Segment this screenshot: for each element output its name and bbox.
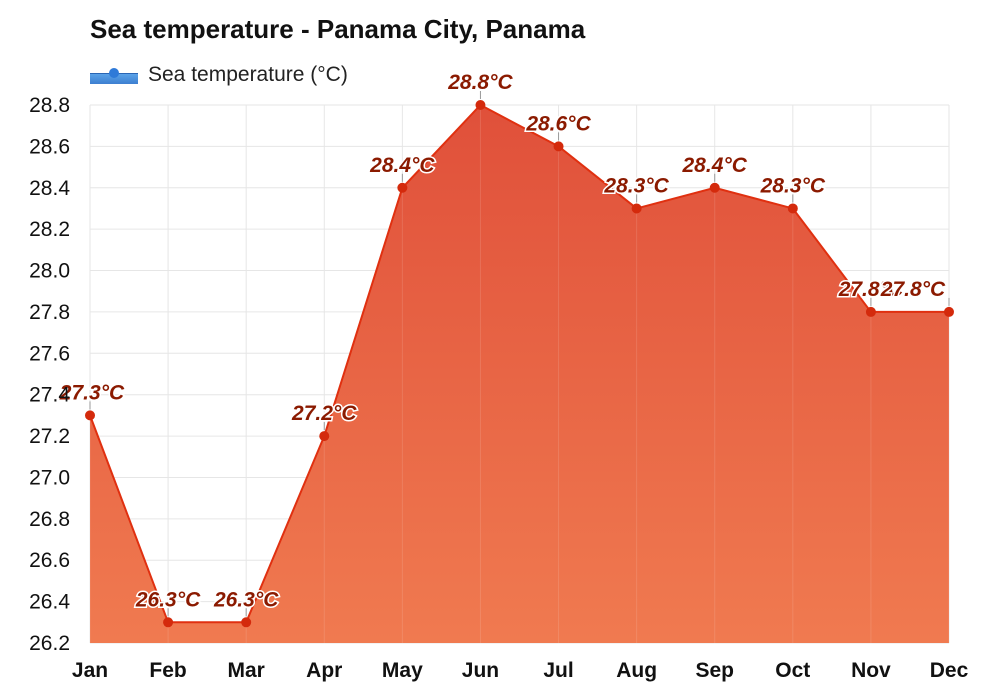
- x-tick-label-feb: Feb: [149, 659, 186, 682]
- y-tick-label: 26.2: [29, 632, 70, 655]
- data-point-sep[interactable]: [709, 182, 720, 193]
- x-tick-label-nov: Nov: [851, 659, 891, 682]
- x-tick-label-may: May: [382, 659, 423, 682]
- y-tick-label: 28.2: [29, 218, 70, 241]
- data-label-aug: 28.3°C: [603, 174, 669, 197]
- data-point-aug[interactable]: [631, 203, 642, 214]
- x-tick-marks: [89, 105, 950, 643]
- y-tick-label: 28.4: [29, 177, 70, 200]
- x-tick-label-dec: Dec: [930, 659, 969, 682]
- data-label-nov: 27.8°C: [838, 278, 904, 301]
- x-tick-label-apr: Apr: [306, 659, 342, 682]
- data-label-may: 28.4°C: [369, 154, 435, 177]
- x-tick-label-aug: Aug: [616, 659, 657, 682]
- data-point-mar[interactable]: [241, 617, 252, 628]
- y-tick-label: 27.6: [29, 342, 70, 365]
- data-point-may[interactable]: [397, 182, 408, 193]
- data-label-feb: 26.3°C: [135, 588, 201, 611]
- y-tick-label: 28.8: [29, 94, 70, 117]
- y-tick-label: 26.8: [29, 508, 70, 531]
- data-point-nov[interactable]: [865, 306, 876, 317]
- data-label-oct: 28.3°C: [760, 174, 826, 197]
- y-tick-label: 27.2: [29, 425, 70, 448]
- data-point-feb[interactable]: [163, 617, 174, 628]
- y-tick-label: 28.0: [29, 260, 70, 283]
- x-tick-label-jun: Jun: [462, 659, 499, 682]
- data-label-jan: 27.3°C: [59, 381, 125, 404]
- x-tick-label-sep: Sep: [695, 659, 734, 682]
- series-line: [89, 103, 949, 624]
- y-axis: 26.2 26.4 26.6 26.8 27.0 27.2 27.4 27.6 27.8 28.0…: [29, 94, 70, 655]
- data-point-apr[interactable]: [319, 431, 330, 442]
- data-point-jan[interactable]: [85, 410, 95, 421]
- line-layer: [89, 103, 949, 624]
- chart-title: Sea temperature - Panama City, Panama: [90, 14, 586, 44]
- data-label-mar: 26.3°C: [213, 588, 279, 611]
- data-label-apr: 27.2°C: [291, 402, 357, 425]
- point-layer: [85, 100, 954, 628]
- series-area: [90, 105, 949, 643]
- y-tick-label: 27.8: [29, 301, 70, 324]
- x-tick-label-mar: Mar: [228, 659, 265, 682]
- legend-swatch-icon: [90, 67, 138, 84]
- area-layer: [90, 105, 949, 643]
- y-tick-label: 26.6: [29, 549, 70, 572]
- data-label-layer: 27.3°C 26.3°C 26.3°C 27.2°C 28.4°C 28.8°C 28.6…: [57, 70, 950, 617]
- data-point-jul[interactable]: [553, 141, 564, 152]
- x-tick-label-jan: Jan: [72, 659, 108, 682]
- y-tick-label: 28.6: [29, 135, 70, 158]
- data-point-jun[interactable]: [475, 100, 486, 110]
- x-tick-label-oct: Oct: [775, 659, 810, 682]
- data-label-sep: 28.4°C: [682, 154, 748, 177]
- data-label-jul: 28.6°C: [525, 112, 591, 135]
- y-tick-label: 27.0: [29, 466, 70, 489]
- data-point-oct[interactable]: [787, 203, 798, 214]
- legend[interactable]: Sea temperature (°C): [90, 60, 348, 90]
- y-tick-label: 26.4: [29, 591, 70, 614]
- data-label-jun: 28.8°C: [447, 71, 513, 94]
- data-label-dec: 27.8°C: [880, 278, 946, 301]
- data-point-dec[interactable]: [944, 306, 954, 317]
- legend-label: Sea temperature (°C): [148, 63, 348, 86]
- x-axis: Jan Feb Mar Apr May Jun Jul Aug Sep Oct Nov Dec: [72, 659, 969, 682]
- x-tick-label-jul: Jul: [543, 659, 573, 682]
- y-tick-label: 27.4: [29, 384, 70, 407]
